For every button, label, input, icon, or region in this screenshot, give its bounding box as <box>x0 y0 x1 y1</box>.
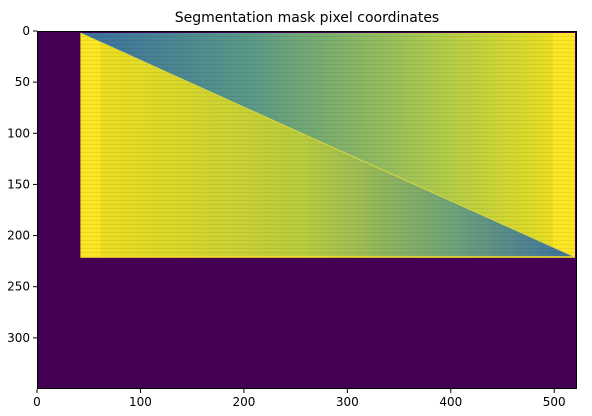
y-tick-label: 300 <box>7 331 30 345</box>
y-tick-label: 0 <box>22 24 30 38</box>
y-tick-label: 250 <box>7 280 30 294</box>
y-tick-label: 150 <box>7 177 30 191</box>
axes-frame <box>37 31 577 389</box>
y-tick-label: 50 <box>15 75 30 89</box>
y-tick-label: 200 <box>7 229 30 243</box>
mask-region <box>80 32 576 258</box>
chart-title: Segmentation mask pixel coordinates <box>175 10 439 26</box>
x-tick-label: 300 <box>336 395 359 409</box>
x-tick-label: 100 <box>129 395 152 409</box>
y-axis: 0 50 100 150 200 250 300 <box>7 24 37 345</box>
x-axis: 0 100 200 300 400 500 <box>33 389 566 409</box>
y-tick-label: 100 <box>7 126 30 140</box>
x-tick-label: 500 <box>543 395 566 409</box>
x-tick-label: 400 <box>439 395 462 409</box>
x-tick-label: 200 <box>232 395 255 409</box>
diagonal-boundary <box>80 32 576 258</box>
x-tick-label: 0 <box>33 395 41 409</box>
